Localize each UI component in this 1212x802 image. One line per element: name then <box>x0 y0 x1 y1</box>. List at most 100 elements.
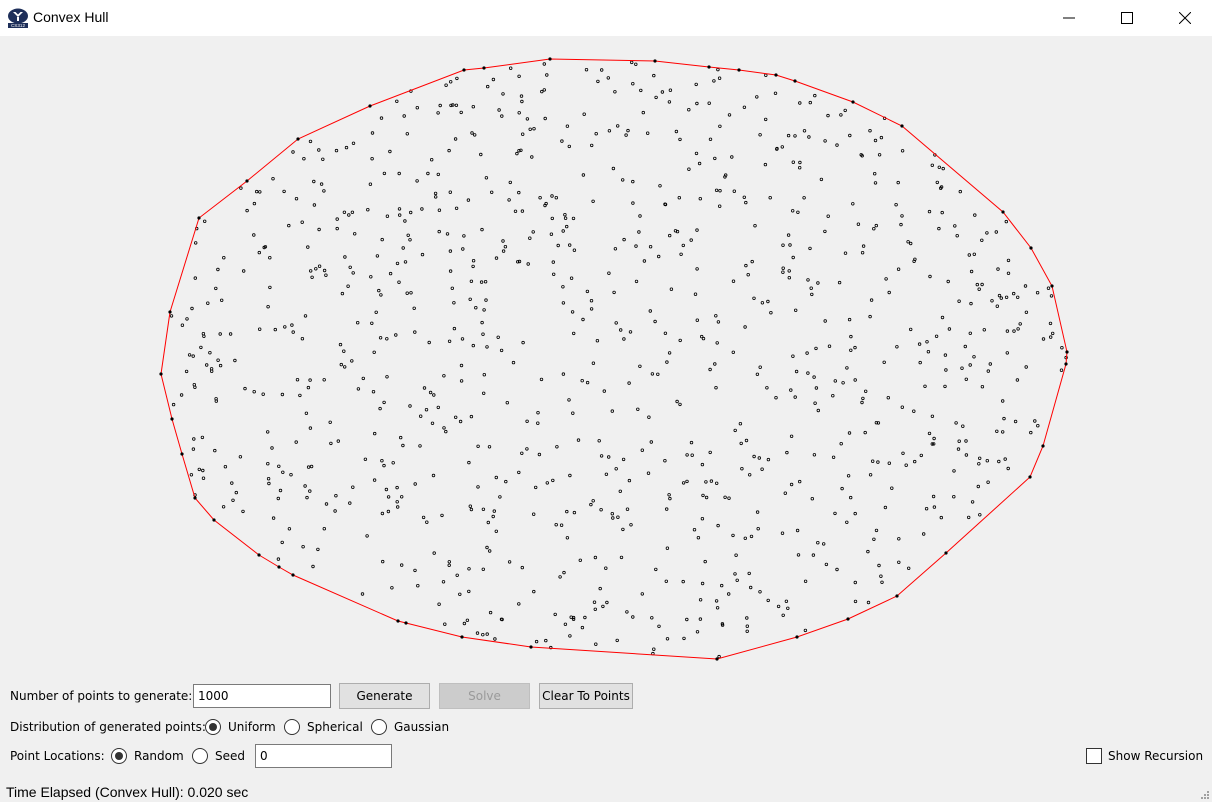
convex-hull-polygon <box>160 58 1068 660</box>
data-point <box>713 362 717 366</box>
data-point <box>1001 399 1005 403</box>
hull-canvas[interactable] <box>0 36 1212 676</box>
data-point <box>714 599 719 603</box>
data-point <box>685 617 689 622</box>
data-point <box>261 392 265 396</box>
num-points-input[interactable] <box>193 684 331 708</box>
data-point <box>485 345 489 349</box>
data-point <box>395 500 399 504</box>
data-point <box>322 189 326 193</box>
data-point <box>267 481 271 486</box>
random-radio[interactable] <box>111 748 127 764</box>
data-point <box>465 618 470 622</box>
data-point <box>607 129 612 133</box>
data-point <box>437 229 441 234</box>
data-point <box>1004 295 1009 299</box>
seed-radio[interactable] <box>192 748 208 764</box>
data-point <box>909 327 913 332</box>
seed-input[interactable] <box>255 744 392 768</box>
data-point <box>640 592 644 596</box>
data-point <box>396 505 400 509</box>
spherical-radio[interactable] <box>284 719 300 735</box>
hull-vertex <box>851 100 855 104</box>
data-point <box>978 456 982 460</box>
data-point <box>972 355 976 359</box>
data-point <box>328 420 332 424</box>
data-point <box>764 73 768 77</box>
data-point <box>937 165 941 169</box>
data-point <box>760 301 765 305</box>
hull-vertex <box>715 657 719 661</box>
data-point <box>187 353 192 357</box>
data-point <box>395 99 399 103</box>
show-recursion-checkbox[interactable] <box>1086 748 1102 764</box>
data-point <box>594 131 598 136</box>
data-point <box>874 223 878 228</box>
data-point <box>697 161 702 166</box>
data-point <box>613 90 617 94</box>
data-point <box>604 472 609 476</box>
data-point <box>496 335 500 339</box>
data-point <box>452 326 457 331</box>
data-point <box>781 270 785 274</box>
data-point <box>452 301 456 305</box>
data-point <box>685 479 689 484</box>
uniform-radio[interactable] <box>205 719 221 735</box>
data-point <box>884 277 888 281</box>
data-point <box>648 244 653 249</box>
data-point <box>868 314 872 319</box>
data-point <box>750 259 754 264</box>
hull-vertex <box>900 124 904 128</box>
data-point <box>900 214 904 218</box>
data-point <box>897 560 901 564</box>
data-point <box>752 296 756 300</box>
data-point <box>530 155 534 159</box>
data-point <box>600 68 604 72</box>
data-point <box>336 439 340 443</box>
data-point <box>219 298 224 302</box>
data-point <box>650 616 654 620</box>
data-point <box>607 455 611 459</box>
gaussian-radio[interactable] <box>371 719 387 735</box>
data-point <box>581 173 586 177</box>
data-point <box>480 227 484 232</box>
data-point <box>451 103 455 107</box>
data-point <box>526 262 530 266</box>
data-point <box>369 275 373 279</box>
data-point <box>508 180 512 185</box>
data-point <box>1015 378 1020 382</box>
close-button[interactable] <box>1156 0 1212 36</box>
data-point <box>849 348 853 352</box>
data-point <box>460 337 465 341</box>
data-point <box>1023 284 1028 288</box>
data-point <box>303 484 307 488</box>
data-point <box>612 290 616 295</box>
data-point <box>447 148 451 153</box>
data-point <box>386 495 391 499</box>
data-point <box>786 133 791 138</box>
data-point <box>449 80 453 84</box>
data-point <box>692 528 697 532</box>
data-point <box>370 321 374 325</box>
data-point <box>565 224 569 229</box>
data-point <box>943 384 947 389</box>
data-point <box>467 567 471 571</box>
data-point <box>626 128 630 133</box>
data-point <box>200 435 205 440</box>
data-point <box>853 378 857 382</box>
maximize-button[interactable] <box>1098 0 1156 36</box>
solve-button[interactable]: Solve <box>439 683 530 709</box>
resize-grip-icon[interactable] <box>1200 790 1210 800</box>
data-point <box>406 233 410 237</box>
minimize-button[interactable] <box>1040 0 1098 36</box>
clear-to-points-button[interactable]: Clear To Points <box>539 683 633 709</box>
data-point <box>386 509 391 514</box>
generate-button[interactable]: Generate <box>339 683 430 709</box>
data-point <box>513 209 518 213</box>
data-point <box>448 249 453 253</box>
data-point <box>646 131 650 135</box>
data-point <box>482 308 486 312</box>
data-point <box>848 133 852 138</box>
data-point <box>707 101 711 105</box>
data-point <box>646 471 651 475</box>
